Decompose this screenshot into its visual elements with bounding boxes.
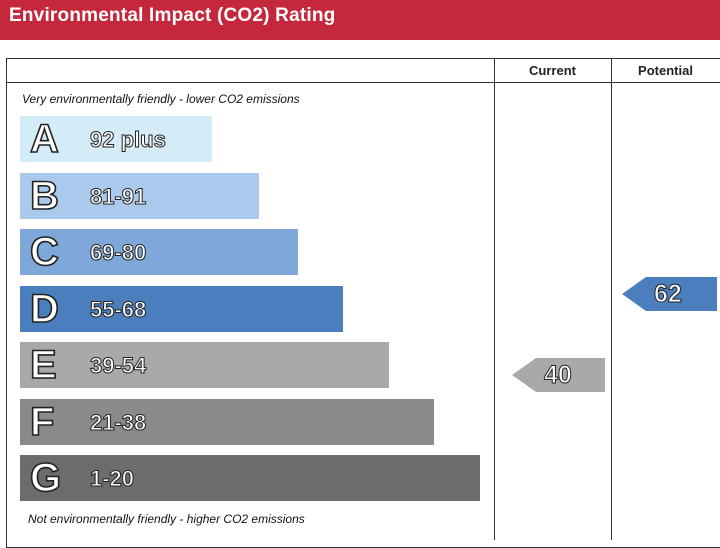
current-rating-value: 40 (544, 361, 573, 390)
band-letter: E (29, 342, 57, 388)
band-range: 69-80 (89, 240, 147, 266)
band-d: D 55-68 (20, 285, 343, 332)
band-b: B 81-91 (20, 172, 259, 219)
top-caption: Very environmentally friendly - lower CO… (22, 92, 300, 106)
band-range: 92 plus (90, 127, 167, 153)
marker-arrow (512, 358, 605, 392)
band-g: G 1-20 (20, 455, 480, 501)
band-range: 39-54 (89, 353, 147, 379)
band-letter: F (29, 399, 55, 445)
potential-column-header: Potential (638, 63, 693, 78)
potential-rating-value: 62 (654, 279, 683, 308)
band-letter: D (29, 286, 59, 332)
band-letter: A (29, 116, 59, 162)
bottom-caption: Not environmentally friendly - higher CO… (28, 512, 305, 526)
band-letter: B (29, 173, 59, 219)
band-letter: C (29, 229, 59, 275)
current-column-header: Current (529, 63, 576, 78)
marker-arrow (622, 276, 717, 311)
potential-rating-marker: 62 (622, 276, 717, 311)
band-e: E 39-54 (20, 342, 389, 388)
column-header-rule (6, 82, 720, 83)
band-range: 55-68 (89, 296, 147, 322)
current-column-divider (494, 58, 495, 540)
current-rating-marker: 40 (512, 358, 605, 392)
band-range: 1-20 (89, 466, 135, 492)
marker-arrow-shape (622, 276, 717, 311)
marker-arrow-shape (512, 358, 605, 392)
band-a: A 92 plus (20, 116, 212, 162)
band-f: F 21-38 (20, 398, 434, 445)
potential-column-divider (611, 58, 612, 540)
band-range: 81-91 (89, 183, 147, 209)
band-letter: G (29, 455, 62, 501)
page-title: Environmental Impact (CO2) Rating (9, 5, 336, 26)
title-banner: Environmental Impact (CO2) Rating (0, 0, 720, 40)
band-range: 21-38 (89, 409, 147, 435)
band-c: C 69-80 (20, 229, 298, 275)
